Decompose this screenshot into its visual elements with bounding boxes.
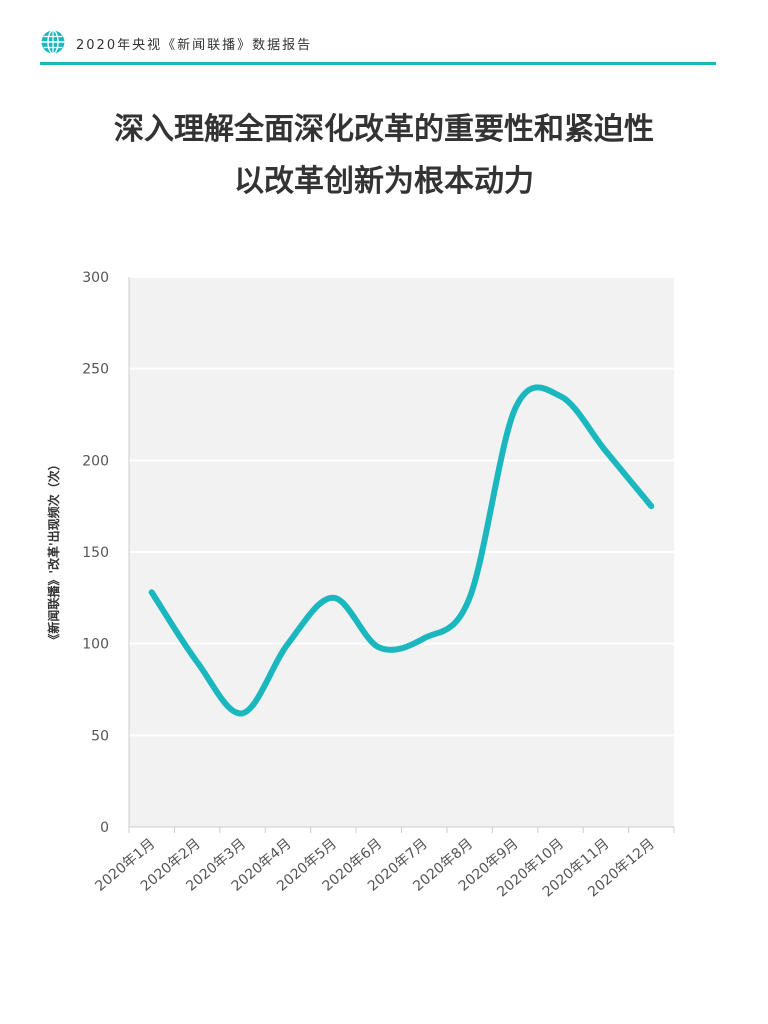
series-line bbox=[148, 384, 655, 717]
header-divider bbox=[40, 62, 716, 65]
y-tick-label: 250 bbox=[82, 362, 109, 378]
y-tick-label: 150 bbox=[82, 545, 109, 561]
y-tick-label: 0 bbox=[100, 820, 109, 836]
y-tick-label: 100 bbox=[82, 637, 109, 653]
y-tick-labels: 0 50 100 150 200 250 300 bbox=[82, 270, 109, 836]
y-tick-label: 200 bbox=[82, 453, 109, 469]
grid-lines bbox=[129, 276, 674, 737]
y-tick-label: 300 bbox=[82, 270, 109, 286]
line-chart: 0 50 100 150 200 250 300 2020年1月2020年2月2020年3月… bbox=[46, 270, 675, 900]
globe-icon bbox=[41, 29, 65, 55]
y-tick-label: 50 bbox=[91, 728, 109, 744]
report-header: 2020年央视《新闻联播》数据报告 bbox=[40, 29, 716, 65]
page-title: 深入理解全面深化改革的重要性和紧迫性 以改革创新为根本动力 bbox=[0, 104, 768, 208]
header-title: 2020年央视《新闻联播》数据报告 bbox=[76, 38, 313, 53]
title-line-1: 深入理解全面深化改革的重要性和紧迫性 bbox=[114, 112, 654, 147]
title-line-2: 以改革创新为根本动力 bbox=[234, 164, 534, 199]
y-axis-label: 《新闻联播》'改革'出现频次（次） bbox=[46, 458, 61, 645]
x-tick-labels: 2020年1月2020年2月2020年3月2020年4月2020年5月2020年… bbox=[92, 827, 675, 900]
